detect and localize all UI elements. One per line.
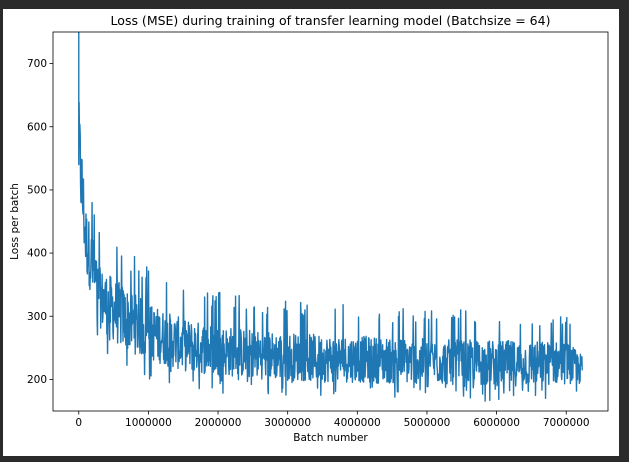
x-axis-label: Batch number <box>293 432 368 444</box>
x-tick-label: 2000000 <box>195 417 242 429</box>
loss-series-line <box>78 32 583 402</box>
y-tick-label: 600 <box>27 121 47 133</box>
chart-figure: 0 1000000 2000000 3000000 4000000 5000000 6000… <box>3 9 619 456</box>
y-axis-label: Loss per batch <box>9 183 21 260</box>
y-tick-label: 200 <box>27 374 47 386</box>
y-tick-label: 300 <box>27 311 47 323</box>
loss-chart: 0 1000000 2000000 3000000 4000000 5000000 6000… <box>9 13 609 444</box>
y-tick-label: 400 <box>27 248 47 260</box>
x-tick-label: 7000000 <box>543 417 590 429</box>
x-tick-label: 3000000 <box>264 417 311 429</box>
chart-title: Loss (MSE) during training of transfer l… <box>111 13 551 28</box>
x-tick-label: 6000000 <box>473 417 520 429</box>
y-tick-label: 500 <box>27 184 47 196</box>
plot-frame <box>52 31 609 412</box>
x-tick-label: 5000000 <box>404 417 451 429</box>
x-tick-label: 4000000 <box>334 417 381 429</box>
x-tick-label: 1000000 <box>125 417 172 429</box>
y-tick-label: 700 <box>27 58 47 70</box>
x-tick-label: 0 <box>75 417 82 429</box>
